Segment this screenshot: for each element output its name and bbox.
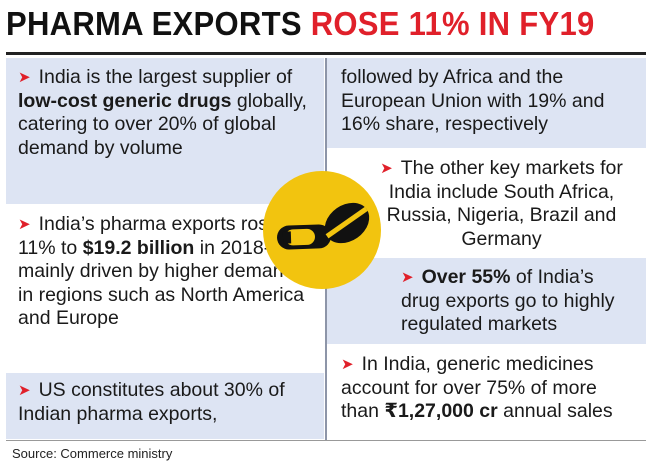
- headline-rule: [6, 52, 646, 55]
- arrow-icon: ➤: [18, 69, 31, 86]
- source-credit: Source: Commerce ministry: [12, 446, 173, 461]
- right-box-4: ➤ In India, generic medicines account for…: [341, 353, 613, 422]
- left-box-3: ➤ US constitutes about 30% of Indian phar…: [6, 373, 324, 439]
- right-box-1: followed by Africa and the European Unio…: [327, 58, 646, 148]
- left-box-1: ➤ India is the largest supplier of low-co…: [6, 58, 324, 204]
- pill-capsule-icon-svg: [277, 202, 370, 250]
- arrow-icon: ➤: [18, 216, 31, 233]
- headline: PHARMA EXPORTS ROSE 11% IN FY19: [6, 4, 595, 44]
- headline-part-1: PHARMA EXPORTS: [6, 5, 302, 42]
- bottom-rule: [6, 440, 646, 441]
- pill-capsule-icon: [263, 171, 381, 289]
- headline-part-2: ROSE 11% IN FY19: [310, 5, 595, 42]
- arrow-icon: ➤: [401, 269, 414, 286]
- right-box-3: ➤ Over 55% of India’s drug exports go to …: [327, 258, 646, 344]
- arrow-icon: ➤: [18, 382, 31, 399]
- right-box-2: ➤ The other key markets for India include…: [380, 157, 623, 250]
- left-box-2: ➤ India’s pharma exports rose 11% to $19.…: [18, 213, 305, 329]
- arrow-icon: ➤: [380, 160, 393, 177]
- arrow-icon: ➤: [341, 356, 354, 373]
